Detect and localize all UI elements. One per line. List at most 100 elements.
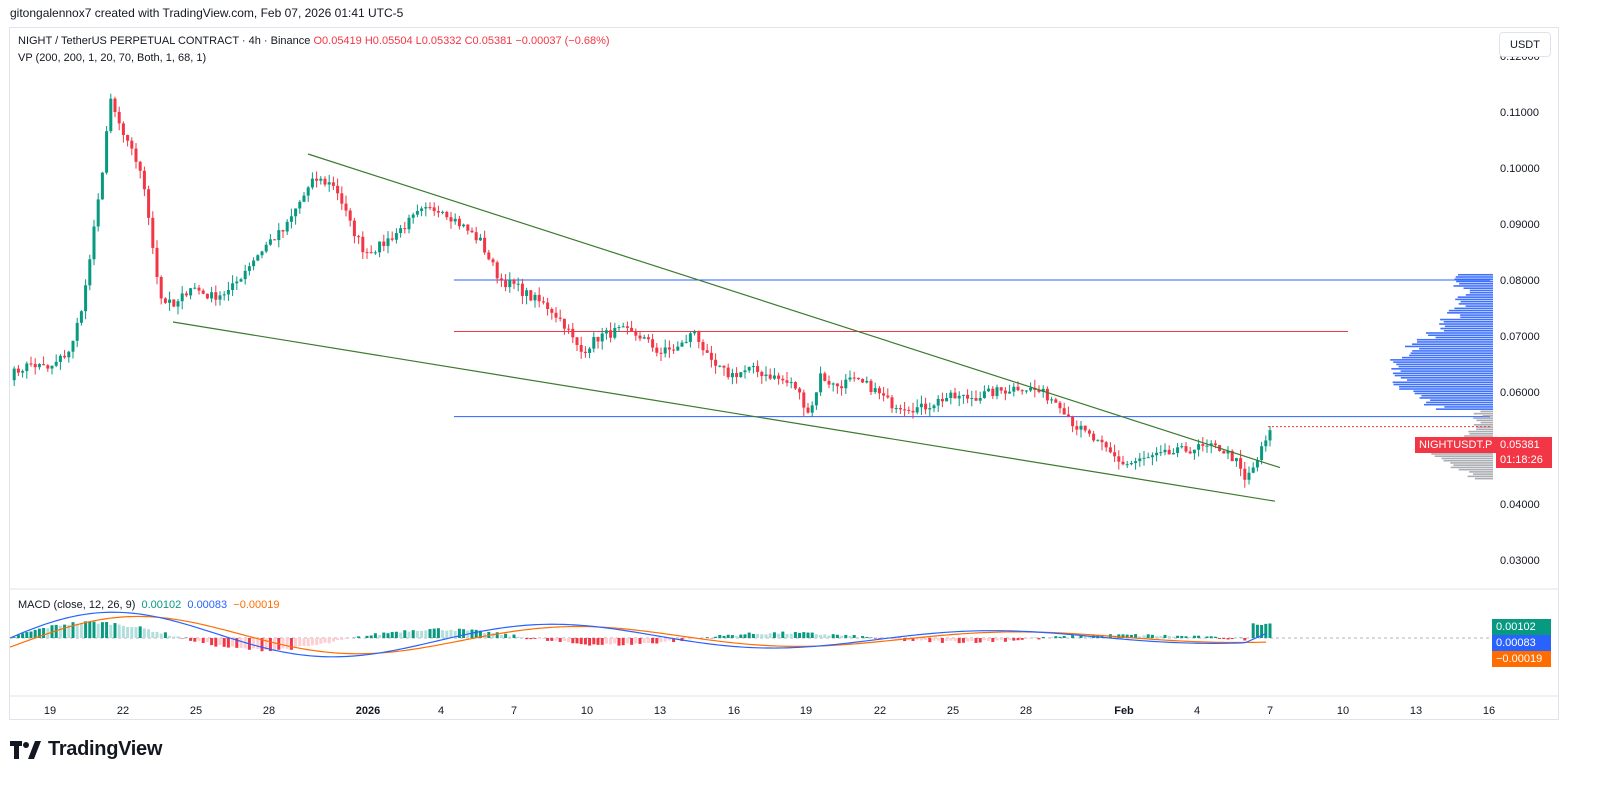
candle-body [1138,458,1142,462]
macd-histogram-bar [319,638,323,644]
candle-body [218,295,222,300]
candle-body [71,340,75,352]
macd-histogram-bar [823,634,827,638]
macd-histogram-bar [71,622,75,638]
volume-profile-bar [1406,379,1493,381]
macd-histogram-bar [953,638,957,642]
candle-body [672,349,676,351]
candle-body [92,226,96,260]
macd-histogram-bar [667,638,671,641]
candle-body [243,270,247,280]
macd-histogram-bar [898,638,902,640]
volume-profile-bar [1428,334,1493,337]
volume-profile-bar [1469,289,1493,292]
volume-profile-bar [1440,327,1493,330]
macd-histogram-bar [663,638,667,642]
macd-histogram-bar [121,625,125,638]
candle-body [159,276,163,299]
macd-histogram-bar [281,638,285,649]
macd-histogram-bar [768,633,772,638]
candle-body [1083,425,1087,431]
candle-body [201,290,205,294]
candle-body [810,405,814,413]
macd-histogram-bar [978,638,982,643]
candle-body [638,335,642,339]
macd-histogram-bar [705,637,709,638]
candle-body [231,283,235,290]
candle-body [63,355,67,358]
candle-body [42,364,46,366]
currency-button[interactable]: USDT [1499,32,1551,57]
volume-profile-bar [1413,390,1493,393]
volume-profile-bar [1454,278,1493,281]
volume-profile-bar [1414,392,1493,395]
candle-body [441,211,445,213]
candle-body [105,131,109,173]
candle-body [882,393,886,396]
candle-body [911,410,915,413]
candle-body [667,347,671,350]
candle-body [117,111,121,124]
volume-profile-bar [1441,457,1493,460]
trendline-lower [172,321,1276,502]
macd-legend[interactable]: MACD (close, 12, 26, 9) 0.00102 0.00083 … [18,599,280,611]
volume-profile-bar [1440,318,1493,321]
macd-histogram-bar [793,632,797,638]
x-axis-tick-label: 4 [438,705,444,717]
symbol-price-tag: NIGHTUSDT.P [1415,437,1497,453]
candle-body [210,292,214,299]
candle-body [33,363,37,368]
candle-body [1020,390,1024,392]
vp-indicator-legend[interactable]: VP (200, 200, 1, 20, 70, Both, 1, 68, 1) [18,52,207,64]
x-axis-tick-label: 4 [1194,705,1200,717]
macd-histogram-bar [1268,623,1272,638]
candle-body [512,279,516,284]
macd-histogram-bar [541,638,545,639]
macd-histogram-bar [109,624,113,638]
volume-profile-bar [1401,356,1493,359]
candle-body [978,398,982,401]
macd-histogram-bar [772,632,776,638]
high-value: H0.05504 [364,35,413,47]
candle-body [739,372,743,378]
volume-profile-bar [1398,365,1493,368]
candle-body [562,318,566,329]
candle-body [260,251,264,256]
macd-histogram-bar [491,633,495,638]
volume-profile-bar [1465,294,1493,296]
macd-histogram-bar [756,633,760,638]
candle-body [588,348,592,353]
candle-body [470,230,474,233]
candle-body [1104,442,1108,448]
macd-histogram-bar [323,638,327,643]
macd-histogram-bar [138,626,142,638]
volume-profile-bar [1473,424,1493,426]
candle-body [890,397,894,409]
candle-body [499,278,503,281]
open-value: O0.05419 [313,35,362,47]
candle-body [835,383,839,387]
macd-histogram-bar [12,637,16,638]
candle-body [932,405,936,409]
volume-profile-bar [1423,403,1493,406]
volume-profile-bar [1473,417,1493,419]
macd-histogram-bar [340,638,344,640]
macd-histogram-bar [630,638,634,645]
candle-body [1125,464,1129,466]
candle-body [369,252,373,254]
candle-body [1239,458,1243,469]
candle-body [1146,457,1150,459]
volume-profile-bar [1404,345,1493,348]
macd-histogram-bar [688,638,692,640]
candle-body [604,330,608,334]
candle-body [378,241,382,253]
macd-histogram-bar [252,638,256,649]
candle-body [705,350,709,353]
candle-body [1268,430,1272,441]
macd-histogram-bar [1171,636,1175,638]
candle-body [121,123,125,136]
x-axis-tick-label: 25 [947,705,959,717]
volume-profile-bar [1392,372,1493,375]
macd-histogram-bar [180,638,184,639]
